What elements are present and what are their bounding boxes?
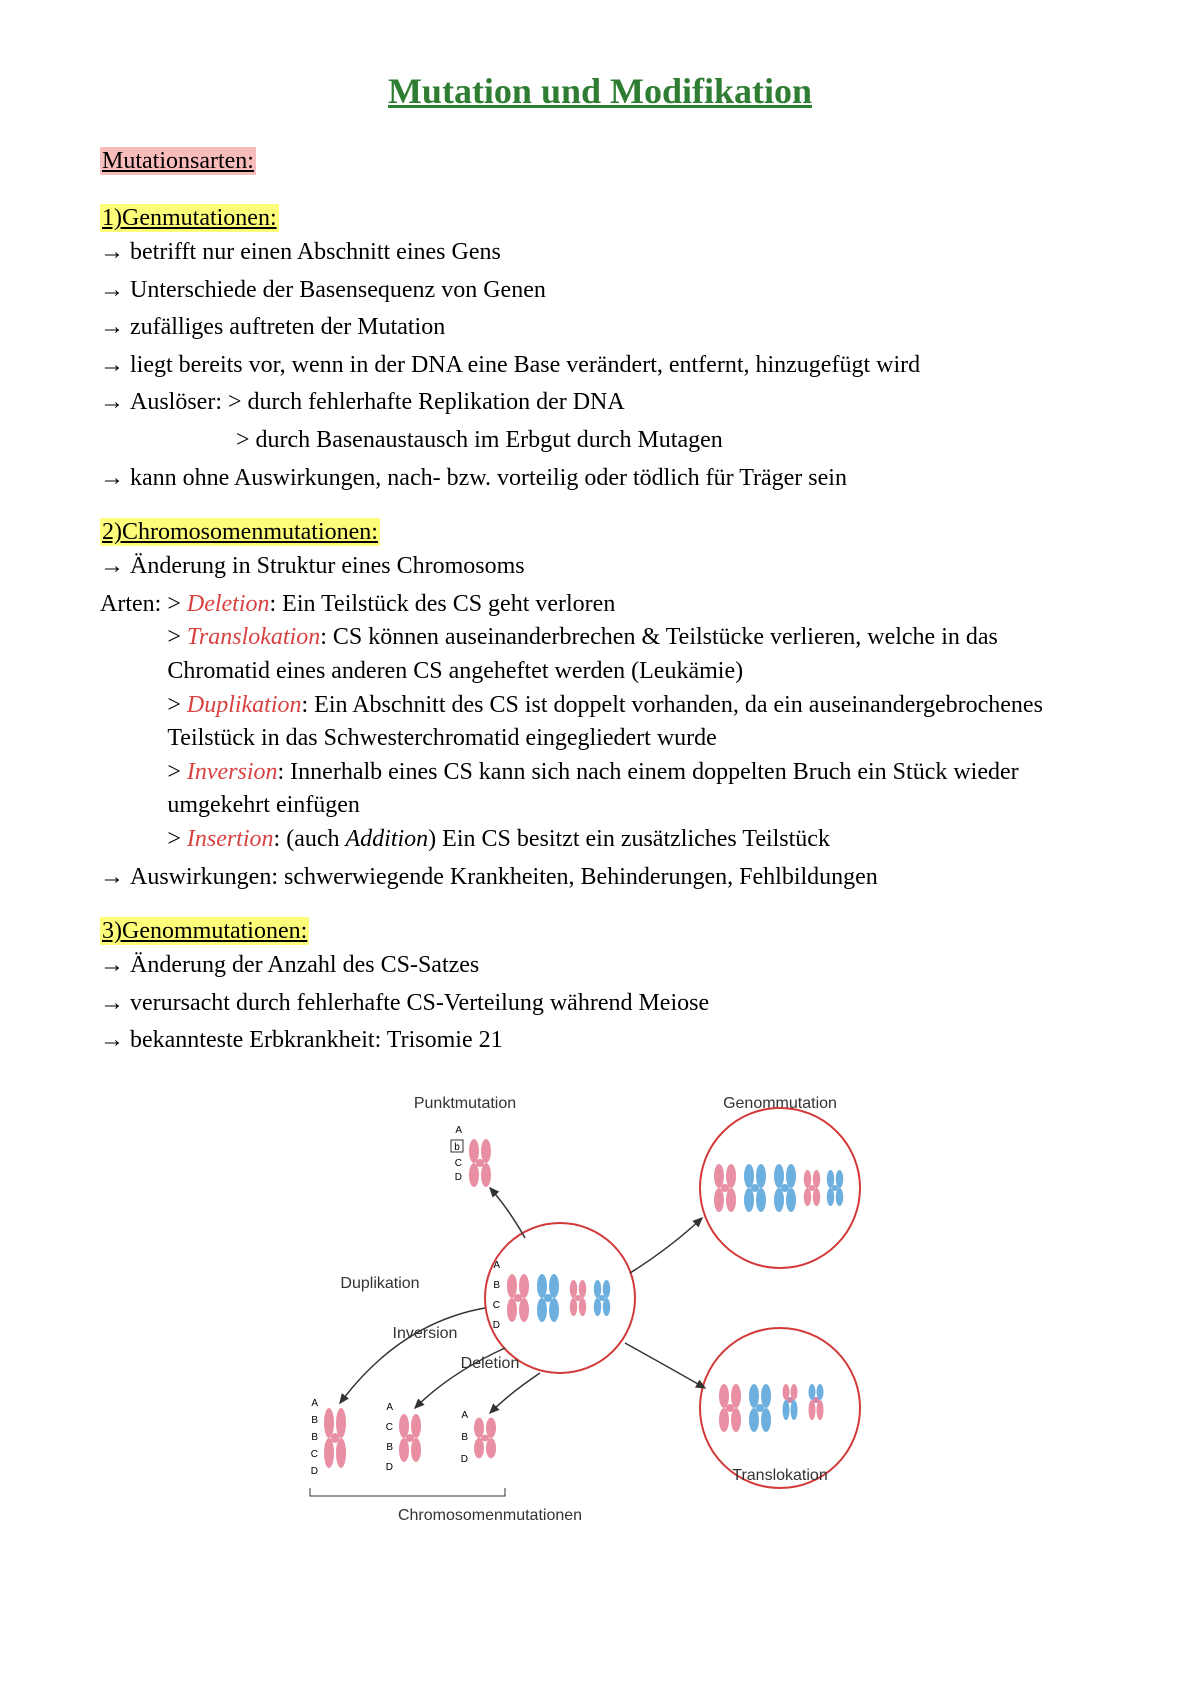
- diag-label-genom: Genommutation: [723, 1095, 837, 1112]
- s2-item-insertion: > Insertion: (auch Addition) Ein CS besi…: [167, 823, 1100, 857]
- svg-text:A: A: [386, 1402, 393, 1413]
- s1-line-e-sub: > durch Basenaustausch im Erbgut durch M…: [236, 424, 1100, 458]
- svg-text:C: C: [493, 1300, 500, 1311]
- diag-label-trans: Translokation: [732, 1467, 827, 1484]
- s3-line-a: →Änderung der Anzahl des CS-Satzes: [100, 949, 1100, 983]
- diag-label-dup: Duplikation: [340, 1275, 419, 1292]
- svg-text:A: A: [311, 1398, 318, 1409]
- s2-item-translokation: > Translokation: CS können auseinanderbr…: [167, 621, 1100, 688]
- svg-text:A: A: [461, 1410, 468, 1421]
- s1-line-e: →Auslöser: > durch fehlerhafte Replikati…: [100, 386, 1100, 420]
- s2-arten: Arten: > Deletion: Ein Teilstück des CS …: [100, 588, 1100, 857]
- s1-heading: 1)Genmutationen:: [100, 204, 279, 232]
- page-title: Mutation und Modifikation: [100, 70, 1100, 112]
- s3-line-c: →bekannteste Erbkrankheit: Trisomie 21: [100, 1024, 1100, 1058]
- s3-line-b: →verursacht durch fehlerhafte CS-Verteil…: [100, 987, 1100, 1021]
- s1-line-f: →kann ohne Auswirkungen, nach- bzw. vort…: [100, 462, 1100, 496]
- section-heading: Mutationsarten:: [100, 147, 256, 175]
- svg-text:A: A: [455, 1125, 462, 1136]
- svg-text:D: D: [493, 1320, 500, 1331]
- svg-text:C: C: [386, 1422, 393, 1433]
- svg-text:B: B: [311, 1415, 318, 1426]
- s2-heading: 2)Chromosomenmutationen:: [100, 518, 380, 546]
- s1-line-a: →betrifft nur einen Abschnitt eines Gens: [100, 236, 1100, 270]
- svg-text:C: C: [455, 1158, 462, 1169]
- svg-text:A: A: [493, 1260, 500, 1271]
- s2-item-deletion: > Deletion: Ein Teilstück des CS geht ve…: [167, 588, 1100, 622]
- diag-caption: Chromosomenmutationen: [398, 1507, 582, 1524]
- svg-text:B: B: [311, 1432, 318, 1443]
- svg-text:D: D: [455, 1172, 462, 1183]
- svg-text:B: B: [461, 1432, 468, 1443]
- s1-line-d: →liegt bereits vor, wenn in der DNA eine…: [100, 349, 1100, 383]
- svg-text:C: C: [311, 1449, 318, 1460]
- mutation-diagram: Punktmutation Genommutation A b C D A B …: [100, 1088, 1100, 1548]
- svg-text:B: B: [386, 1442, 393, 1453]
- diag-label-del: Deletion: [461, 1355, 520, 1372]
- diag-label-punkt: Punktmutation: [414, 1095, 516, 1112]
- s3-heading: 3)Genommutationen:: [100, 917, 309, 945]
- svg-text:B: B: [493, 1280, 500, 1291]
- s2-item-duplikation: > Duplikation: Ein Abschnitt des CS ist …: [167, 689, 1100, 756]
- s2-intro: →Änderung in Struktur eines Chromosoms: [100, 550, 1100, 584]
- svg-text:b: b: [454, 1142, 460, 1153]
- s2-item-inversion: > Inversion: Innerhalb eines CS kann sic…: [167, 756, 1100, 823]
- s2-outro: →Auswirkungen: schwerwiegende Krankheite…: [100, 861, 1100, 895]
- s1-line-c: →zufälliges auftreten der Mutation: [100, 311, 1100, 345]
- svg-text:D: D: [461, 1454, 468, 1465]
- svg-text:D: D: [386, 1462, 393, 1473]
- svg-text:D: D: [311, 1466, 318, 1477]
- s1-line-b: →Unterschiede der Basensequenz von Genen: [100, 274, 1100, 308]
